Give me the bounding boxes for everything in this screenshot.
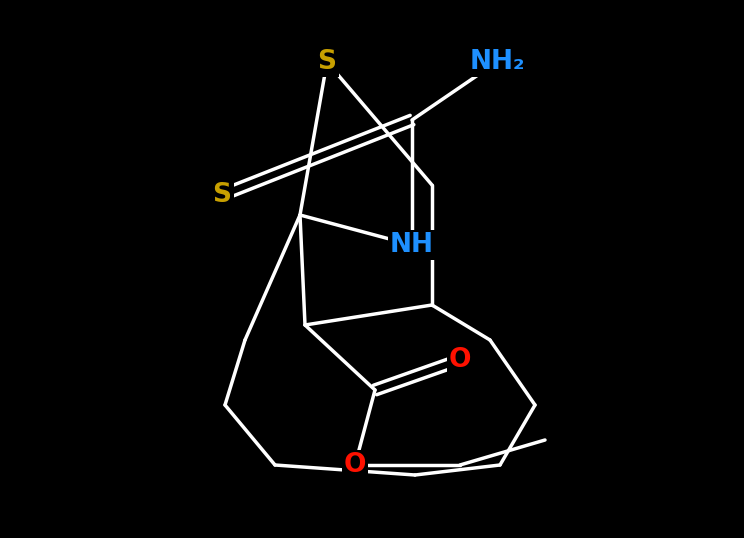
Text: NH₂: NH₂ (469, 49, 525, 75)
Text: NH: NH (390, 232, 434, 258)
Text: S: S (213, 182, 231, 208)
Text: S: S (318, 49, 336, 75)
Text: O: O (449, 347, 471, 373)
Text: O: O (344, 452, 366, 478)
